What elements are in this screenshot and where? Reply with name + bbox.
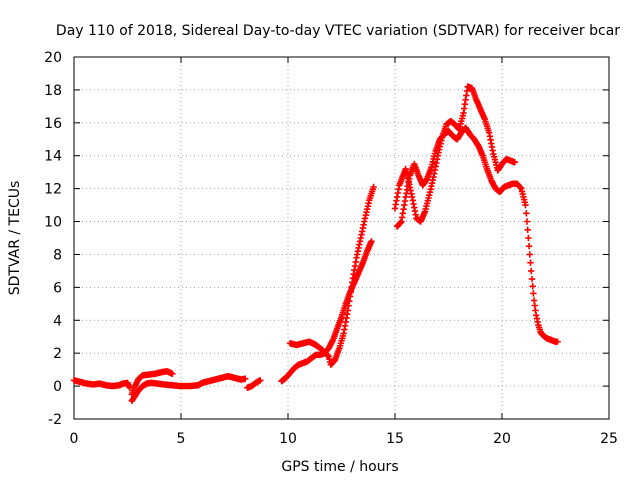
series-segment-1	[70, 377, 133, 391]
y-tick-label: 20	[44, 50, 62, 66]
x-tick-label: 10	[279, 431, 297, 447]
x-tick-label: 15	[386, 431, 404, 447]
axis-ticks	[73, 56, 610, 420]
series-segment-5b	[286, 183, 377, 368]
plot-frame	[73, 56, 610, 420]
y-tick-label: 18	[44, 83, 62, 99]
series-segment-2a	[128, 379, 202, 405]
series-segment-6b	[391, 83, 518, 225]
x-tick-label: 5	[177, 431, 186, 447]
grid	[74, 57, 609, 419]
series-segment-3	[194, 373, 249, 389]
series-segment-2b	[128, 368, 176, 398]
y-tick-label: 10	[44, 215, 62, 231]
plus-markers	[244, 377, 264, 391]
plus-markers	[128, 368, 176, 398]
y-tick-label: 0	[53, 379, 62, 395]
y-tick-label: 8	[53, 247, 62, 263]
y-axis-title: SDTVAR / TECUs	[7, 181, 23, 296]
plus-markers	[194, 373, 249, 389]
x-tick-label: 25	[600, 431, 618, 447]
plus-markers	[278, 238, 375, 385]
y-tick-label: 6	[53, 280, 62, 296]
plus-markers	[128, 379, 202, 405]
series-segment-6a	[393, 124, 561, 345]
x-axis-title: GPS time / hours	[281, 459, 398, 475]
chart-title: Day 110 of 2018, Sidereal Day-to-day VTE…	[56, 23, 620, 39]
y-tick-label: 14	[44, 149, 62, 165]
y-tick-label: 16	[44, 116, 62, 132]
x-tick-labels: 0 5 10 15 20 25	[70, 431, 618, 447]
y-tick-label: 4	[53, 313, 62, 329]
y-tick-labels: -2 0 2 4 6 8 10 12 14 16 18 20	[44, 50, 62, 428]
y-tick-label: 12	[44, 182, 62, 198]
plus-markers	[391, 83, 518, 225]
data-series	[70, 83, 561, 405]
y-tick-label: 2	[53, 346, 62, 362]
plus-markers	[286, 183, 377, 368]
plus-markers	[393, 124, 561, 345]
series-segment-4	[244, 377, 264, 391]
series-segment-5a	[278, 238, 375, 385]
plus-markers	[70, 377, 133, 391]
x-tick-label: 0	[70, 431, 79, 447]
x-tick-label: 20	[493, 431, 511, 447]
y-tick-label: -2	[48, 412, 62, 428]
